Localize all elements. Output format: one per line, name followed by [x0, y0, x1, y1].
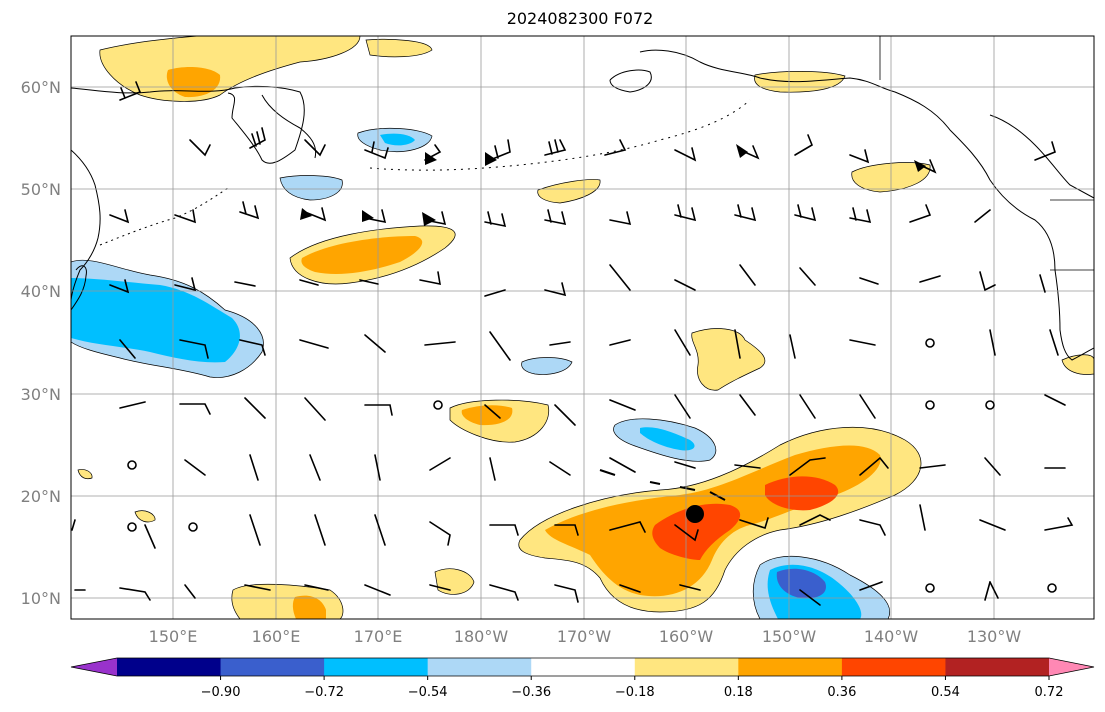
- map-area: [71, 36, 1094, 619]
- hawaiian-islands: [599, 469, 726, 501]
- colorbar-segment: [427, 658, 532, 676]
- colorbar-extend-high: [1049, 658, 1094, 676]
- colorbar-segment: [634, 658, 739, 676]
- colorbar-segment: [220, 658, 325, 676]
- wind-flags: [300, 144, 926, 226]
- map-frame: [70, 35, 1095, 620]
- colorbar-tick-label: 0.36: [827, 685, 856, 700]
- positive-patch-2: [691, 328, 766, 391]
- positive-patch-6-core: [292, 595, 326, 619]
- lat-label-40n: 40°N: [21, 282, 61, 301]
- lon-label-170w: 170°W: [557, 627, 612, 646]
- colorbar-outline: [70, 657, 1095, 677]
- colorbar-tick-label: −0.90: [201, 685, 241, 700]
- lat-label-30n: 30°N: [21, 385, 61, 404]
- borders: [879, 36, 1094, 271]
- negative-patch-3: [521, 357, 573, 375]
- colorbar-tick-label: −0.18: [615, 685, 655, 700]
- positive-patch-12: [77, 469, 93, 480]
- positive-patch-10: [1061, 354, 1094, 375]
- aleutian-chain: [369, 99, 751, 171]
- coastline-alaska: [639, 49, 1094, 361]
- lat-labels: 60°N 50°N 40°N 30°N 20°N 10°N: [21, 78, 61, 608]
- colorbar-tick-label: −0.72: [304, 685, 344, 700]
- positive-patch-11: [134, 510, 156, 523]
- colorbar: −0.90 −0.72 −0.54 −0.36 −0.18 0.18 0.36 0.54 0.7…: [70, 657, 1095, 700]
- positive-patch-5: [99, 36, 361, 102]
- negative-patch-2: [279, 175, 343, 201]
- colorbar-tick-label: −0.36: [511, 685, 551, 700]
- lon-label-170e: 170°E: [354, 627, 403, 646]
- positive-core-hawaii-east: [765, 476, 839, 511]
- negative-patch-1-core: [380, 133, 415, 146]
- lon-label-160e: 160°E: [252, 627, 301, 646]
- coastline-asia: [71, 85, 305, 164]
- coastlines: [71, 49, 1094, 501]
- positive-patch-9: [365, 38, 433, 58]
- coastline-bering: [609, 69, 652, 93]
- colorbar-tick-label: −0.54: [408, 685, 448, 700]
- kuril-chain: [99, 187, 229, 246]
- negative-core-north-hawaii: [640, 427, 695, 451]
- coastline-okhotsk: [71, 149, 101, 301]
- positive-patch-3: [537, 179, 601, 204]
- colorbar-segment: [324, 658, 429, 676]
- lat-label-50n: 50°N: [21, 180, 61, 199]
- lon-labels: 150°E 160°E 170°E 180°W 170°W 160°W 150°…: [149, 627, 1022, 646]
- colorbar-extend-low: [71, 658, 117, 676]
- wind-barbs: [71, 81, 1074, 606]
- lon-label-150w: 150°W: [762, 627, 817, 646]
- colorbar-segment: [945, 658, 1050, 676]
- lon-label-140w: 140°W: [864, 627, 919, 646]
- lat-label-20n: 20°N: [21, 487, 61, 506]
- plot-title: 2024082300 F072: [506, 9, 654, 28]
- lat-label-10n: 10°N: [21, 589, 61, 608]
- lon-label-160w: 160°W: [659, 627, 714, 646]
- colorbar-segment: [841, 658, 946, 676]
- positive-core-hawaii: [652, 503, 741, 560]
- colorbar-segment: [117, 658, 222, 676]
- positive-patch-5-core: [166, 67, 221, 98]
- colorbar-tick-label: 0.54: [931, 685, 960, 700]
- coastline-kamchatka: [261, 94, 317, 159]
- lat-label-60n: 60°N: [21, 78, 61, 97]
- coastline-bc: [989, 114, 1094, 199]
- colorbar-segment: [531, 658, 636, 676]
- lon-label-130w: 130°W: [967, 627, 1022, 646]
- positive-patch-1-core: [461, 405, 513, 426]
- colorbar-segment: [738, 658, 843, 676]
- coastline-japan: [71, 265, 87, 311]
- colorbar-tick-label: 0.72: [1035, 685, 1064, 700]
- storm-center-marker: [686, 505, 704, 523]
- anomaly-fills: [71, 36, 1094, 619]
- lon-label-150e: 150°E: [149, 627, 198, 646]
- negative-core-nw: [71, 278, 240, 363]
- colorbar-tick-label: 0.18: [724, 685, 753, 700]
- positive-core-central: [301, 236, 423, 274]
- lon-label-180w: 180°W: [454, 627, 509, 646]
- calm-markers: [127, 338, 1057, 593]
- gridlines: [71, 36, 1094, 619]
